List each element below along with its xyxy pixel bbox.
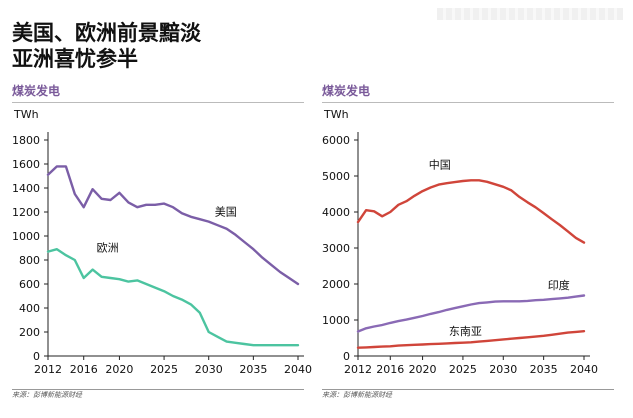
x-tick-label: 2030 [489, 363, 517, 376]
series-label-2: 东南亚 [449, 325, 482, 338]
y-tick-label: 1200 [12, 206, 40, 219]
chart-panel-left: 煤炭发电 TWh 0 200 400 600 800 1000 1200 1400 1600 180… [8, 82, 312, 399]
x-tick-label: 2016 [376, 363, 404, 376]
headline-line-2: 亚洲喜忧参半 [12, 47, 138, 71]
y-tick-label: 4000 [322, 206, 350, 219]
series-line-2 [356, 329, 586, 349]
y-tick-label: 3000 [322, 242, 350, 255]
x-tick-label: 2012 [344, 363, 372, 376]
x-tick-label: 2025 [150, 363, 178, 376]
series-label-1: 印度 [548, 278, 570, 292]
headline: 美国、欧洲前景黯淡 亚洲喜忧参半 [12, 20, 201, 72]
chart-title-left: 煤炭发电 [12, 84, 61, 98]
series-label-0: 美国 [215, 206, 237, 219]
source-note-left: 来源：彭博新能源财经 [12, 391, 82, 399]
y-tick-label: 1000 [12, 230, 40, 243]
y-tick-label: 1600 [12, 158, 40, 171]
y-tick-label: 1000 [322, 314, 350, 327]
line-chart-us-europe: TWh 0 200 400 600 800 1000 1200 1400 1600 1800 2012… [12, 108, 312, 376]
series-label-1: 欧洲 [97, 242, 119, 255]
title-divider-right [322, 102, 614, 103]
series-line-0 [46, 165, 300, 286]
x-tick-label: 2035 [530, 363, 558, 376]
y-axis-unit: TWh [13, 108, 39, 121]
chart-title-right: 煤炭发电 [322, 84, 371, 98]
series-line-1 [46, 247, 300, 347]
y-tick-label: 400 [19, 302, 40, 315]
x-tick-label: 2020 [105, 363, 133, 376]
y-tick-label: 800 [19, 254, 40, 267]
y-axis-unit: TWh [323, 108, 349, 121]
x-tick-label: 2040 [570, 363, 598, 376]
y-tick-label: 0 [343, 350, 350, 363]
x-tick-label: 2012 [34, 363, 62, 376]
x-tick-label: 2020 [409, 363, 437, 376]
x-tick-label: 2025 [449, 363, 477, 376]
series-line-1 [356, 294, 586, 333]
series-line-0 [356, 179, 586, 244]
source-divider-left [12, 389, 304, 390]
y-tick-label: 2000 [322, 278, 350, 291]
line-chart-asia: TWh 0 1000 2000 3000 4000 5000 6000 2012 2016 2020… [322, 108, 598, 376]
x-tick-label: 2030 [195, 363, 223, 376]
y-tick-label: 0 [33, 350, 40, 363]
title-divider-left [12, 102, 304, 103]
y-tick-label: 1800 [12, 134, 40, 147]
headline-line-1: 美国、欧洲前景黯淡 [12, 21, 201, 45]
source-divider-right [322, 389, 614, 390]
x-tick-label: 2040 [284, 363, 312, 376]
source-note-right: 来源：彭博新能源财经 [322, 391, 392, 399]
y-tick-label: 600 [19, 278, 40, 291]
y-tick-label: 5000 [322, 170, 350, 183]
watermark-strip [437, 8, 623, 20]
series-label-0: 中国 [429, 159, 451, 172]
y-tick-label: 200 [19, 326, 40, 339]
y-tick-label: 1400 [12, 182, 40, 195]
y-tick-label: 6000 [322, 134, 350, 147]
x-tick-label: 2016 [70, 363, 98, 376]
chart-panel-right: 煤炭发电 TWh 0 1000 2000 3000 4000 5000 6000 2012 201… [318, 82, 618, 399]
x-tick-label: 2035 [239, 363, 267, 376]
